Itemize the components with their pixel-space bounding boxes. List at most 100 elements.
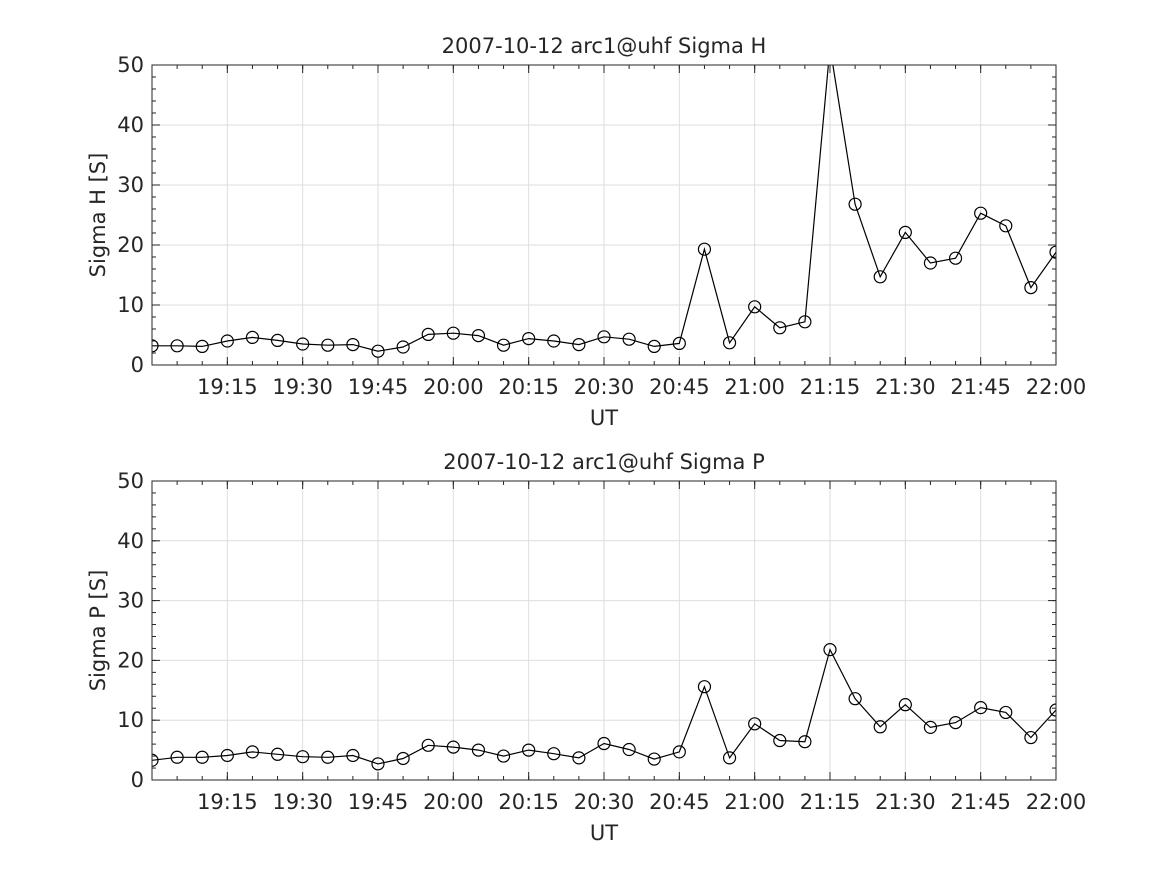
data-point — [647, 752, 661, 766]
series-group — [152, 643, 1056, 771]
y-tick-label: 20 — [117, 648, 144, 672]
data-point — [446, 740, 460, 754]
data-point — [170, 339, 184, 353]
y-tick-label: 20 — [117, 233, 144, 257]
x-tick-label: 21:45 — [950, 375, 1011, 399]
chart-panel-2: 19:15 19:30 19:45 20:00 20:15 20:30 20:45 21:00… — [86, 450, 1086, 845]
data-point — [597, 330, 611, 344]
chart-panel-1: 19:15 19:30 19:45 20:00 20:15 20:30 20:45 21:00… — [86, 34, 1086, 430]
data-point — [848, 197, 862, 211]
y-tick-label: 50 — [117, 469, 144, 493]
data-point — [722, 336, 737, 350]
data-point — [999, 219, 1013, 233]
y-axis-label: Sigma H [S] — [86, 153, 110, 278]
data-point — [798, 735, 812, 749]
y-tick-label: 30 — [117, 589, 144, 613]
x-tick-label: 21:15 — [800, 790, 861, 814]
data-point — [672, 745, 686, 759]
data-point — [296, 750, 310, 764]
x-tick-label: 20:15 — [498, 375, 559, 399]
data-point — [672, 336, 686, 350]
data-point — [522, 332, 536, 346]
data-point — [371, 344, 385, 358]
data-point — [898, 698, 912, 712]
data-point — [245, 330, 260, 344]
x-tick-label: 20:15 — [498, 790, 559, 814]
x-tick-label: 20:45 — [649, 790, 710, 814]
data-point — [873, 270, 887, 284]
data-point — [948, 715, 963, 730]
x-tick-label: 19:30 — [272, 790, 333, 814]
x-tick-label: 20:30 — [574, 375, 635, 399]
series-group — [152, 41, 1056, 358]
data-point — [471, 329, 486, 343]
data-point — [647, 339, 661, 353]
x-tick-label: 21:30 — [875, 790, 936, 814]
y-tick-label: 50 — [117, 53, 144, 77]
x-tick-label: 19:15 — [197, 790, 258, 814]
x-tick-label: 19:30 — [272, 375, 333, 399]
data-point — [873, 720, 887, 734]
data-point — [1024, 730, 1038, 745]
data-point — [245, 745, 260, 759]
x-axis-label: UT — [590, 406, 618, 430]
data-point — [446, 326, 460, 340]
data-point — [496, 338, 511, 352]
data-point — [848, 692, 862, 706]
data-point — [898, 225, 912, 239]
y-tick-label: 40 — [117, 529, 144, 553]
data-point — [270, 333, 285, 347]
x-tick-label: 20:30 — [574, 790, 635, 814]
data-point — [824, 41, 836, 53]
series-line — [152, 65, 1056, 352]
data-point — [547, 747, 561, 761]
data-point — [923, 256, 938, 270]
data-point — [547, 334, 561, 348]
data-point — [1049, 245, 1056, 259]
axes-box — [151, 64, 1057, 366]
x-tick-label: 21:00 — [724, 375, 785, 399]
data-point — [152, 753, 159, 767]
y-axis-label: Sigma P [S] — [86, 570, 110, 692]
y-tick-label: 10 — [117, 293, 144, 317]
data-point — [923, 720, 938, 734]
y-tick-label: 0 — [131, 353, 144, 377]
data-point — [152, 339, 159, 353]
data-point — [195, 339, 209, 353]
data-point — [195, 750, 209, 764]
data-point — [722, 751, 737, 765]
data-point — [1049, 703, 1056, 717]
data-point — [572, 751, 586, 765]
data-point — [522, 743, 536, 757]
y-tick-label: 0 — [131, 768, 144, 792]
data-point — [798, 315, 812, 329]
data-point — [396, 340, 410, 354]
data-point — [748, 300, 762, 314]
data-point — [321, 338, 335, 352]
data-point — [622, 332, 636, 346]
y-tick-label: 40 — [117, 113, 144, 137]
x-tick-label: 21:45 — [950, 790, 1011, 814]
data-point — [974, 206, 988, 220]
data-point — [296, 337, 310, 351]
x-tick-label: 20:00 — [423, 790, 484, 814]
data-point — [270, 747, 285, 761]
y-tick-label: 30 — [117, 173, 144, 197]
x-tick-label: 20:45 — [649, 375, 710, 399]
x-tick-label: 19:45 — [348, 790, 409, 814]
data-point — [773, 321, 787, 335]
y-tick-label: 10 — [117, 708, 144, 732]
data-point — [823, 643, 837, 657]
data-point — [948, 251, 963, 265]
data-point — [496, 749, 511, 763]
data-point — [471, 743, 486, 757]
data-point — [421, 738, 435, 752]
data-point — [346, 338, 360, 352]
series-line — [152, 647, 1056, 765]
x-tick-label: 22:00 — [1026, 790, 1087, 814]
data-point — [974, 701, 988, 715]
data-point — [697, 242, 712, 256]
x-tick-label: 21:30 — [875, 375, 936, 399]
data-point — [396, 751, 410, 766]
